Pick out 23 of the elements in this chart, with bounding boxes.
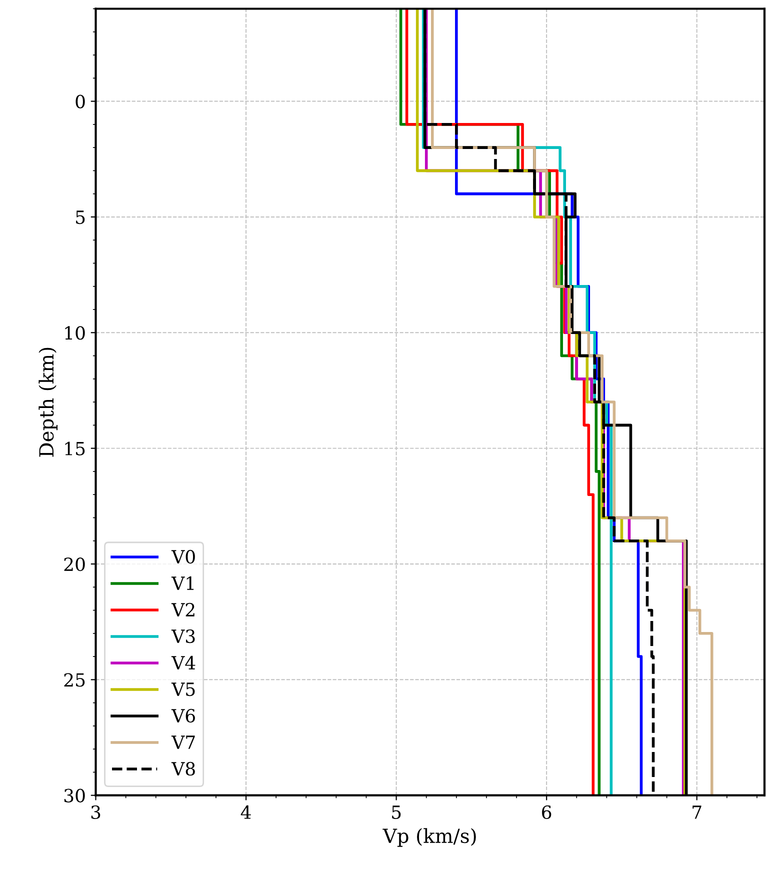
legend-label: V2 <box>171 602 194 616</box>
y-tick-label: 30 <box>64 788 85 802</box>
x-tick-label: 7 <box>692 806 702 819</box>
legend-label: V7 <box>171 736 195 749</box>
x-tick-label: 5 <box>392 806 401 820</box>
y-axis-title: Depth (km) <box>38 348 58 457</box>
legend-label: V1 <box>171 576 194 590</box>
y-tick-label: 5 <box>76 210 85 224</box>
x-axis-title: Vp (km/s) <box>382 828 476 847</box>
y-tick-label: 0 <box>76 94 85 108</box>
legend-label: V6 <box>171 708 195 723</box>
legend-label: V4 <box>171 656 196 670</box>
x-tick-label: 3 <box>91 805 100 820</box>
x-tick-label: 6 <box>542 805 552 820</box>
y-tick-label: 15 <box>65 442 85 456</box>
legend-label: V0 <box>171 550 195 564</box>
y-tick-label: 25 <box>64 673 85 687</box>
legend-label: V3 <box>171 629 195 644</box>
y-tick-label: 20 <box>64 557 85 572</box>
y-tick-label: 10 <box>65 326 85 340</box>
legend-label: V5 <box>171 682 195 696</box>
legend-label: V8 <box>171 762 195 776</box>
x-tick-label: 4 <box>240 805 251 819</box>
